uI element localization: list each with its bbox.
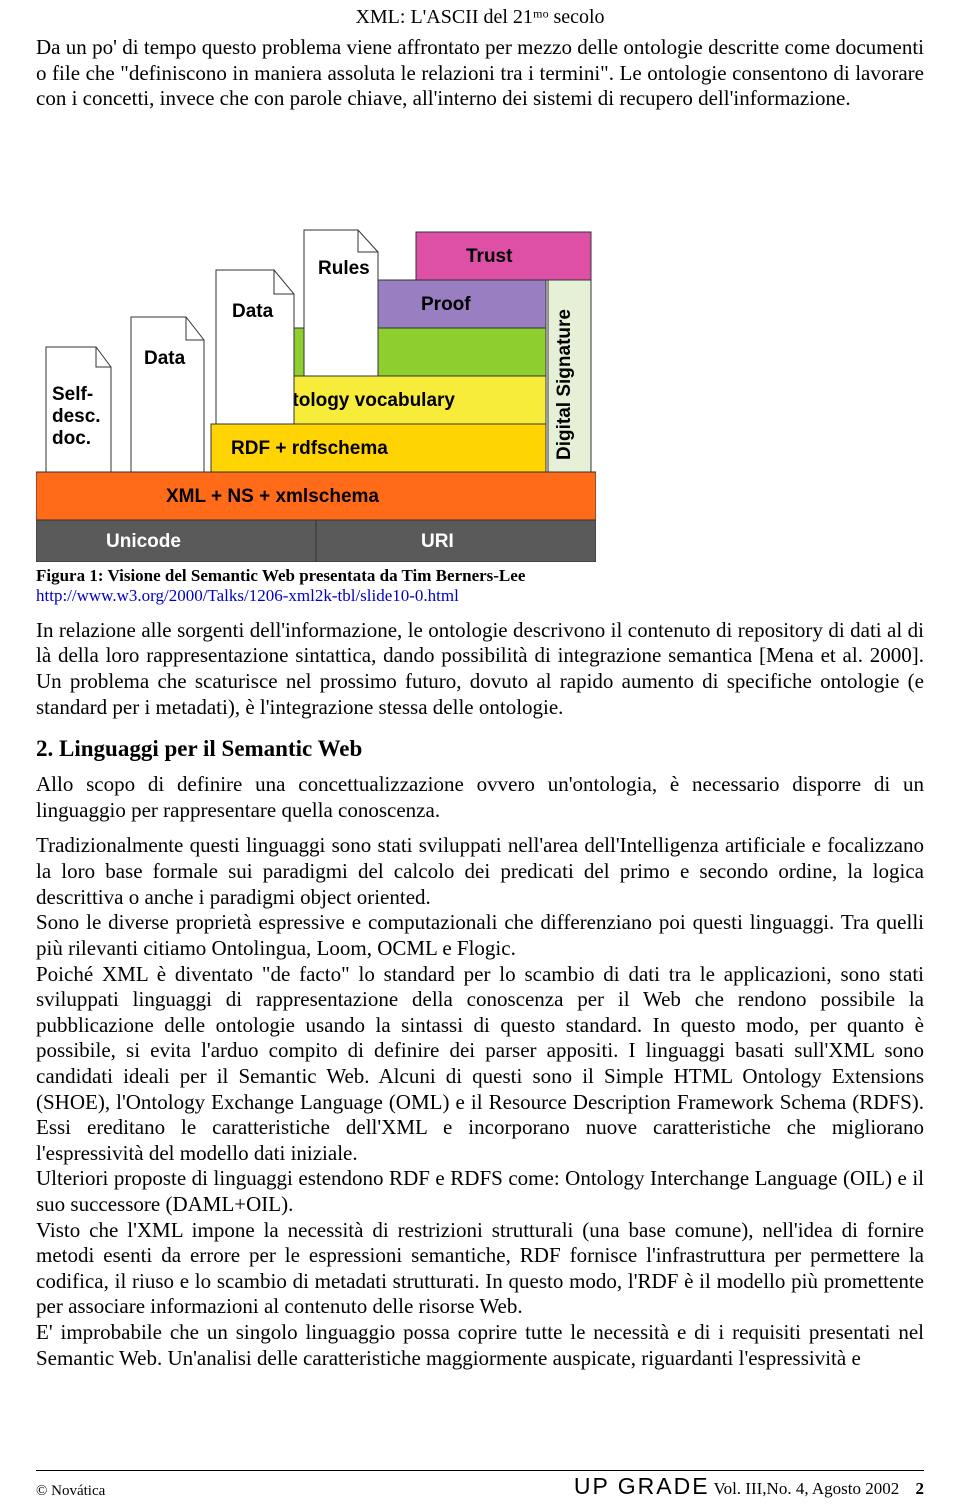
doc-data-2: Data (216, 270, 294, 424)
svg-text:doc.: doc. (52, 428, 91, 449)
label-rdf: RDF + rdfschema (231, 438, 388, 459)
footer-brand: UP GRADE (574, 1473, 710, 1499)
doc-rules: Rules (304, 230, 378, 376)
page-footer: © Novática UP GRADE Vol. III,No. 4, Agos… (36, 1470, 924, 1500)
doc-data-1: Data (131, 317, 204, 472)
label-uri: URI (421, 531, 454, 552)
svg-text:Data: Data (144, 348, 186, 369)
paragraph-1: Da un po' di tempo questo problema viene… (36, 35, 924, 112)
svg-text:Self-: Self- (52, 384, 93, 405)
paragraph-9: E' improbabile che un singolo linguaggio… (36, 1320, 924, 1371)
label-proof: Proof (421, 294, 471, 315)
figure-caption-link[interactable]: http://www.w3.org/2000/Talks/1206-xml2k-… (36, 586, 924, 606)
svg-text:desc.: desc. (52, 406, 101, 427)
label-xml: XML + NS + xmlschema (166, 486, 379, 507)
svg-text:Rules: Rules (318, 258, 370, 279)
page: XML: L'ASCII del 21ᵐᵒ secolo Da un po' d… (0, 6, 960, 1508)
paragraph-7: Ulteriori proposte di linguaggi estendon… (36, 1166, 924, 1217)
paragraph-4: Tradizionalmente questi linguaggi sono s… (36, 833, 924, 910)
semantic-web-diagram: Unicode URI XML + NS + xmlschema RDF + r… (36, 122, 596, 562)
section-2-title: 2. Linguaggi per il Semantic Web (36, 736, 924, 762)
paragraph-6: Poiché XML è diventato "de facto" lo sta… (36, 962, 924, 1167)
paragraph-5: Sono le diverse proprietà espressive e c… (36, 910, 924, 961)
label-trust: Trust (466, 246, 513, 267)
footer-page-number: 2 (916, 1479, 925, 1498)
running-title: XML: L'ASCII del 21ᵐᵒ secolo (36, 6, 924, 29)
footer-issue: Vol. III,No. 4, Agosto 2002 (714, 1479, 900, 1498)
paragraph-3: Allo scopo di definire una concettualizz… (36, 772, 924, 823)
figure-caption: Figura 1: Visione del Semantic Web prese… (36, 566, 924, 586)
paragraph-8: Visto che l'XML impone la necessità di r… (36, 1218, 924, 1320)
label-digital-signature: Digital Signature (554, 309, 575, 460)
doc-self: Self- desc. doc. (46, 347, 111, 472)
label-unicode: Unicode (106, 531, 181, 552)
svg-text:Data: Data (232, 301, 274, 322)
footer-copyright: © Novática (36, 1483, 105, 1500)
paragraph-2: In relazione alle sorgenti dell'informaz… (36, 618, 924, 720)
figure-1: Unicode URI XML + NS + xmlschema RDF + r… (36, 122, 596, 562)
